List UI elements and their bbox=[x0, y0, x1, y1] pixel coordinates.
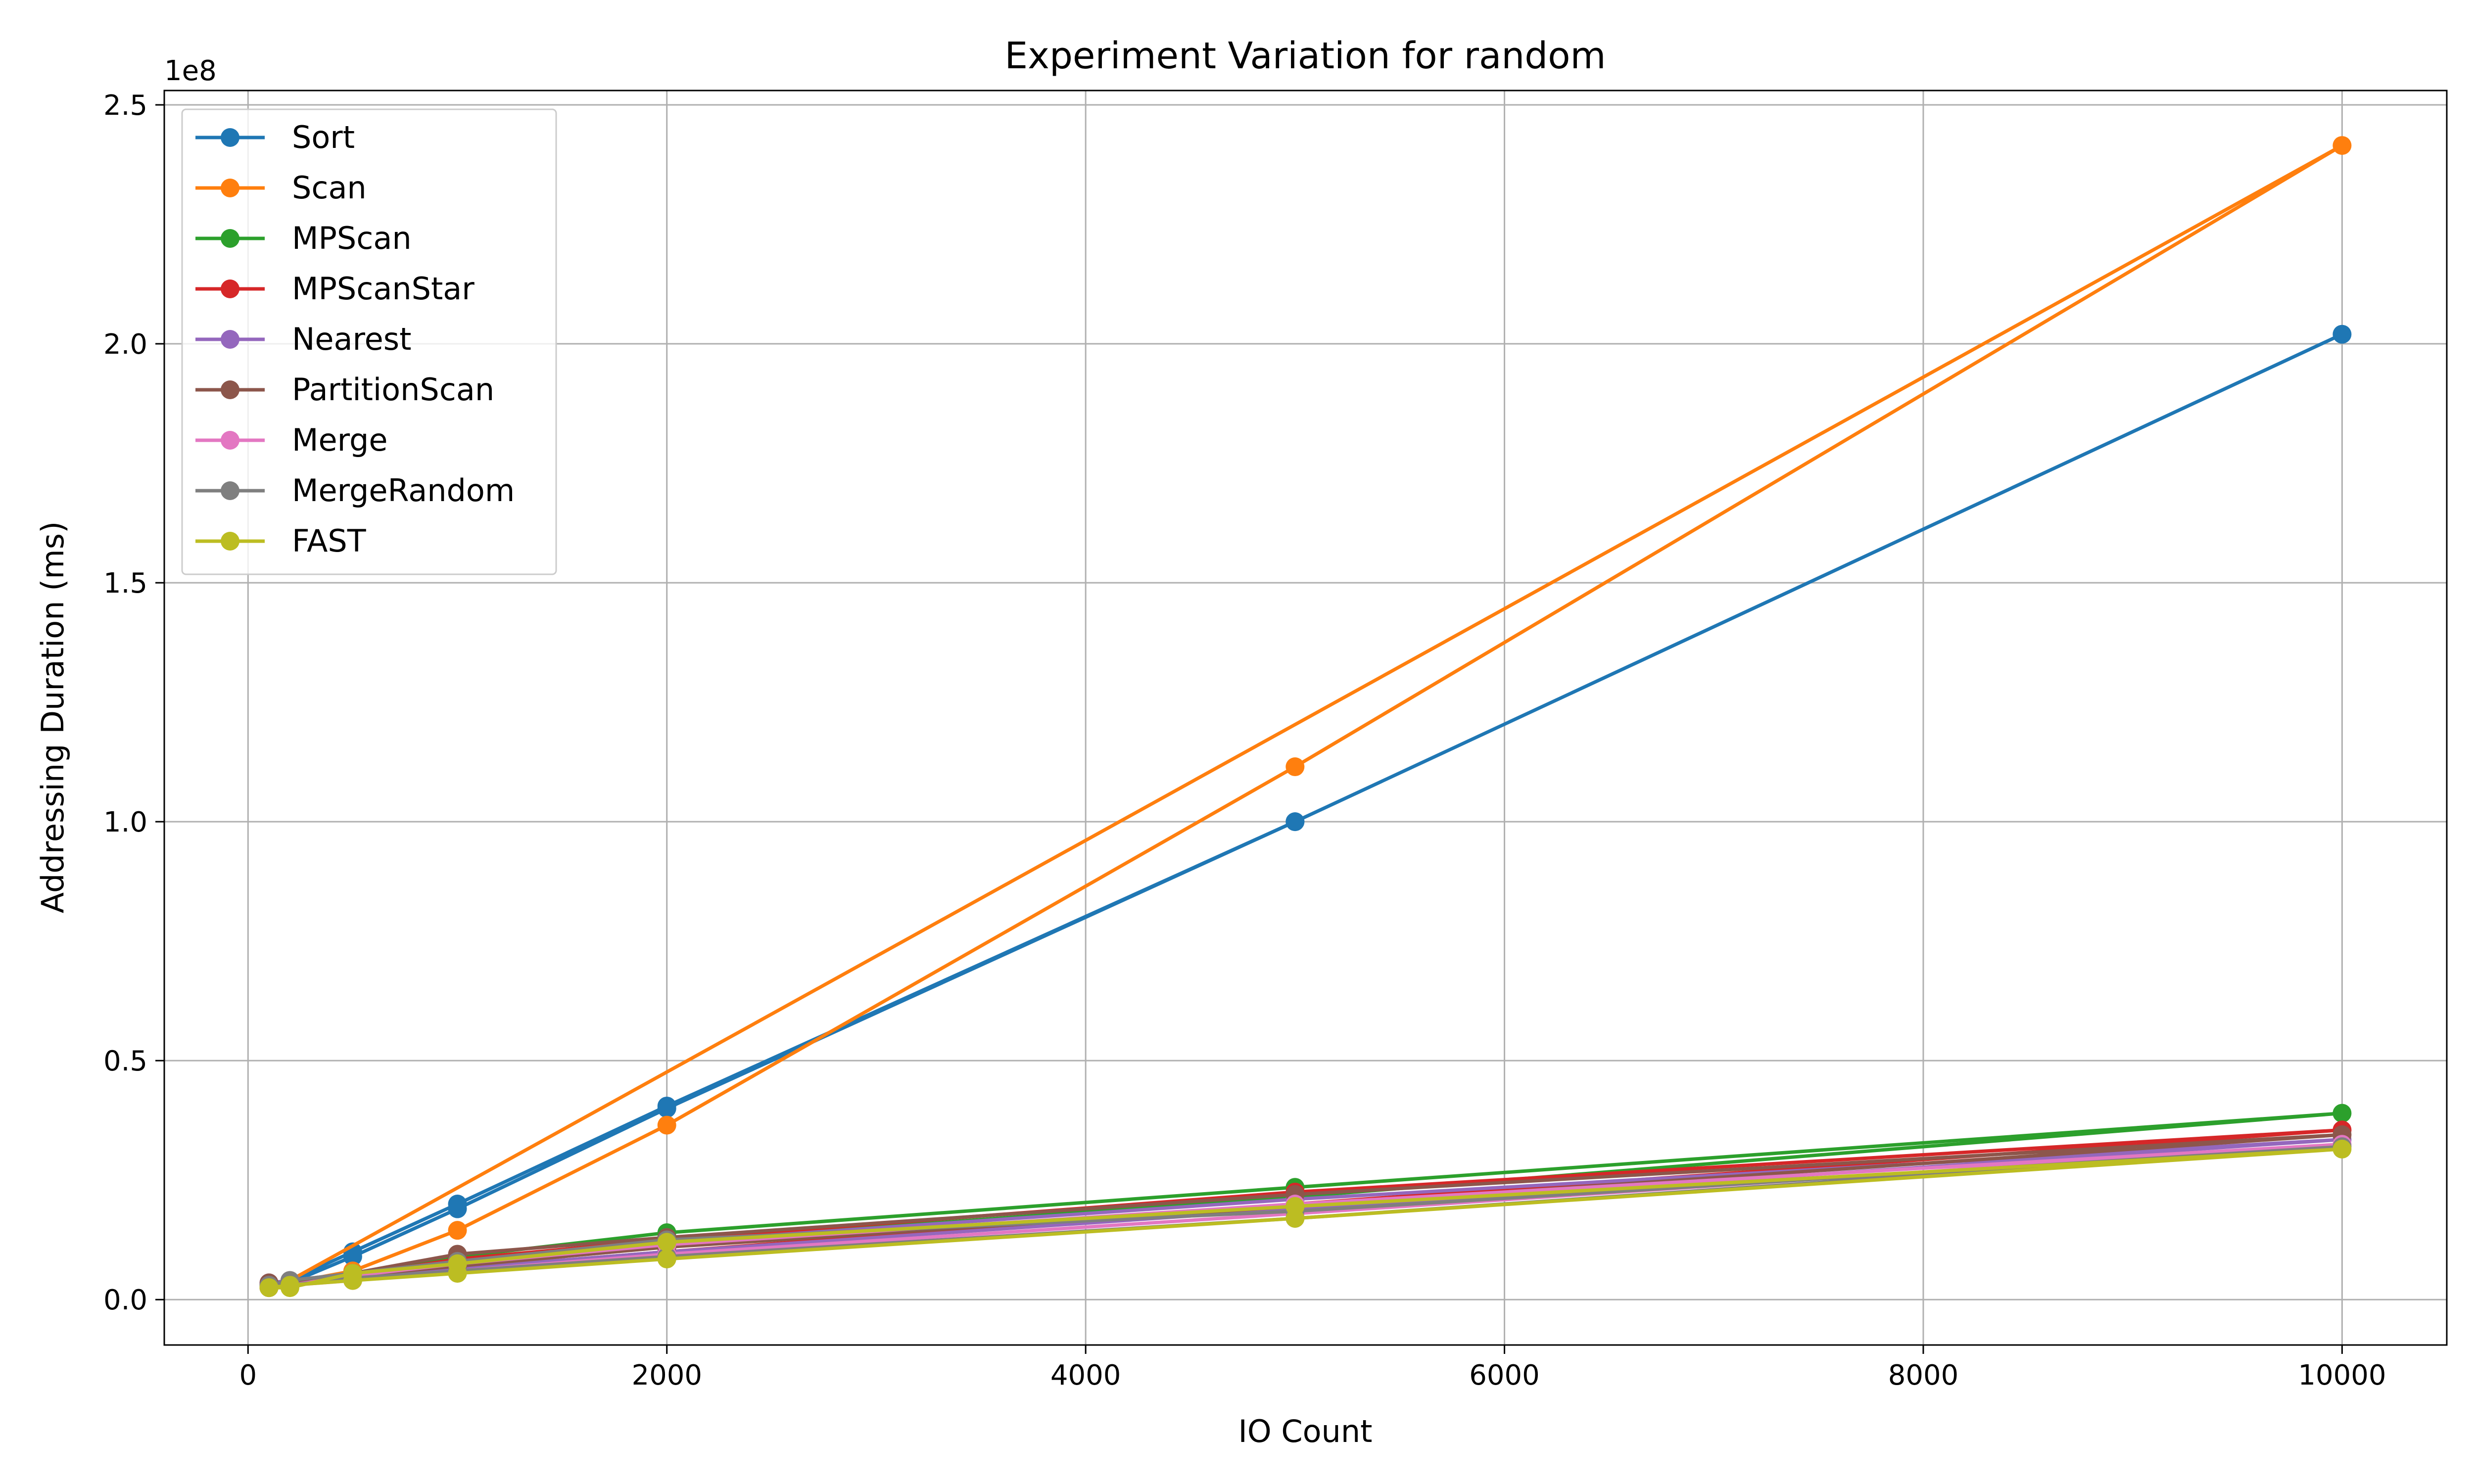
data-point-sort bbox=[658, 1099, 676, 1118]
legend-marker bbox=[221, 229, 239, 248]
data-point-fast bbox=[2332, 1140, 2351, 1159]
legend-label: Sort bbox=[292, 119, 355, 155]
y-tick-label: 2.5 bbox=[103, 90, 147, 122]
legend-marker bbox=[221, 481, 239, 500]
data-point-scan bbox=[448, 1221, 467, 1240]
x-axis-label: IO Count bbox=[1238, 1413, 1373, 1449]
y-tick-label: 1.5 bbox=[103, 567, 147, 600]
legend-label: MergeRandom bbox=[292, 472, 515, 509]
legend-label: FAST bbox=[292, 523, 367, 559]
legend-marker bbox=[221, 179, 239, 197]
legend-marker bbox=[221, 128, 239, 147]
legend-label: Scan bbox=[292, 170, 367, 206]
data-point-sort bbox=[448, 1200, 467, 1218]
legend-label: PartitionScan bbox=[292, 371, 494, 408]
data-point-fast bbox=[1285, 1209, 1304, 1228]
data-point-fast bbox=[281, 1276, 299, 1295]
chart-title: Experiment Variation for random bbox=[1004, 35, 1606, 77]
data-point-scan bbox=[658, 1116, 676, 1135]
legend-label: MPScanStar bbox=[292, 271, 475, 307]
y-tick-label: 1.0 bbox=[103, 806, 147, 838]
legend-label: Nearest bbox=[292, 321, 411, 357]
legend: Sort Scan MPScan MPScanStar Nearest Partition… bbox=[182, 109, 556, 574]
data-point-fast bbox=[658, 1250, 676, 1268]
y-axis-offset-label: 1e8 bbox=[164, 55, 217, 87]
y-tick-label: 0.5 bbox=[103, 1045, 147, 1077]
x-tick-label: 10000 bbox=[2298, 1359, 2386, 1391]
x-tick-label: 6000 bbox=[1469, 1359, 1540, 1391]
legend-label: Merge bbox=[292, 422, 388, 458]
data-point-fast bbox=[343, 1271, 362, 1290]
x-tick-label: 8000 bbox=[1888, 1359, 1959, 1391]
x-tick-label: 2000 bbox=[631, 1359, 702, 1391]
y-tick-label: 2.0 bbox=[103, 328, 147, 361]
legend-marker bbox=[221, 330, 239, 349]
data-point-sort bbox=[1285, 812, 1304, 831]
legend-marker bbox=[221, 532, 239, 551]
data-point-sort bbox=[2332, 325, 2351, 344]
y-axis-label: Addressing Duration (ms) bbox=[35, 521, 71, 914]
data-point-scan bbox=[1285, 757, 1304, 776]
data-point-mpscan bbox=[2332, 1104, 2351, 1122]
legend-marker bbox=[221, 279, 239, 298]
data-point-scan bbox=[2332, 136, 2351, 155]
data-point-fast bbox=[658, 1233, 676, 1252]
x-tick-label: 4000 bbox=[1050, 1359, 1121, 1391]
data-point-fast bbox=[448, 1264, 467, 1283]
legend-marker bbox=[221, 431, 239, 450]
y-tick-label: 0.0 bbox=[103, 1284, 147, 1316]
legend-marker bbox=[221, 380, 239, 399]
legend-label: MPScan bbox=[292, 220, 412, 256]
x-tick-label: 0 bbox=[239, 1359, 257, 1391]
data-point-fast bbox=[260, 1278, 279, 1297]
